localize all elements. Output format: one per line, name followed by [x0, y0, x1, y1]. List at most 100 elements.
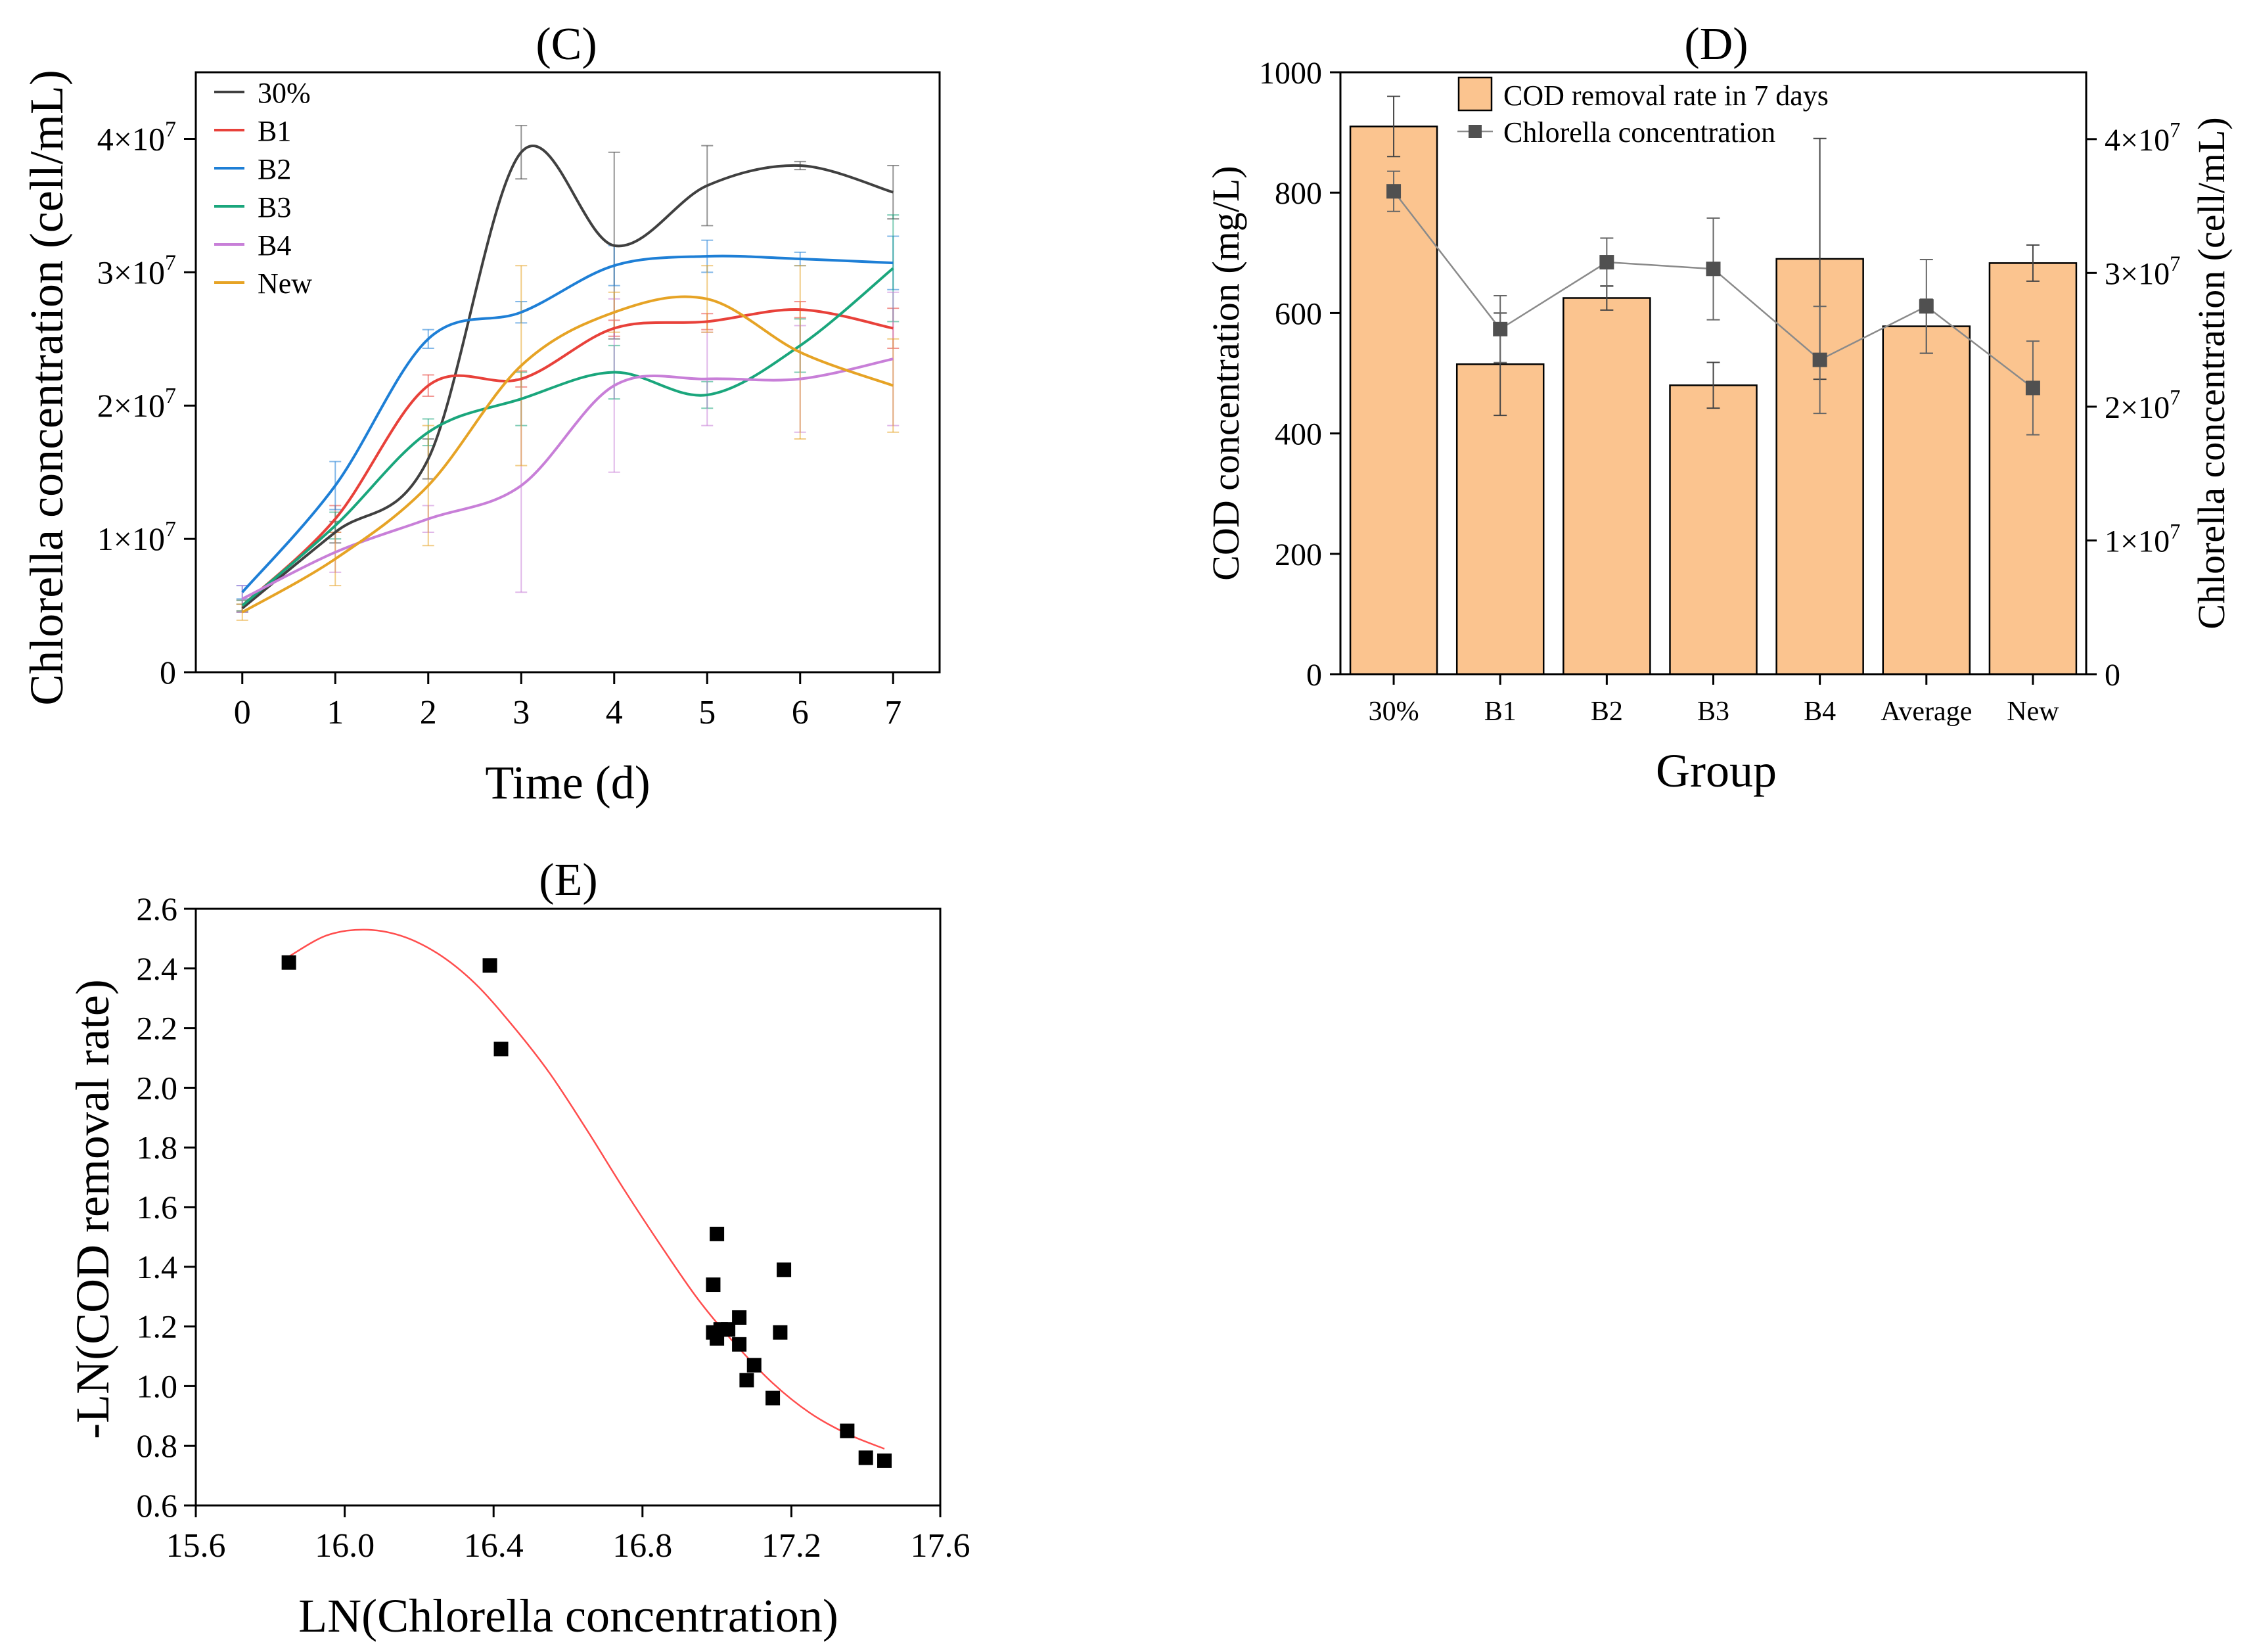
panel-d-bar-30pct — [1349, 126, 1438, 676]
panel-d-x-axis-ticks: 30% B1 B2 B3 B4 Average New — [1369, 674, 2059, 727]
panel-c-line-30pct — [241, 145, 894, 610]
panel-e-plot-frame — [194, 907, 942, 1507]
panel-d-chlorella-marker — [1706, 262, 1721, 277]
panel-d-x-tick-label: B1 — [1484, 697, 1517, 727]
panel-e-data-point — [777, 1262, 792, 1277]
panel-c-x-tick-label: 1 — [327, 694, 344, 731]
panel-c-y-tick-label: 4×107 — [97, 117, 176, 157]
panel-d-left-y-axis-ticks: 0 200 400 600 800 1000 — [1259, 56, 1340, 693]
panel-c-legend-label: B4 — [258, 229, 291, 262]
panel-e-data-point — [281, 955, 296, 970]
panel-c-x-tick-label: 0 — [234, 694, 251, 731]
panel-c-line-new — [241, 295, 894, 614]
panel-e-x-tick-label: 16.8 — [612, 1527, 672, 1565]
panel-e-fit-curve — [288, 929, 885, 1450]
panel-e-y-tick-label: 2.6 — [137, 890, 178, 927]
panel-d-right-tick-label: 1×107 — [2105, 520, 2180, 559]
panel-e-data-point — [773, 1325, 788, 1340]
panel-e-x-tick-label: 17.6 — [911, 1527, 970, 1565]
panel-e-x-tick-label: 15.6 — [166, 1527, 226, 1565]
panel-d-right-y-axis-ticks: 0 1×107 2×107 3×107 4×107 — [2086, 119, 2180, 693]
panel-c-series-lines — [241, 145, 894, 614]
panel-d-chlorella-marker — [2025, 380, 2040, 396]
panel-e-y-axis-ticks: 0.6 0.8 1.0 1.2 1.4 1.6 1.8 2.0 2.2 2.4 2.6 — [137, 890, 196, 1524]
panel-e-data-point — [493, 1042, 509, 1057]
panel-e-y-tick-label: 1.2 — [137, 1308, 178, 1345]
panel-e-y-tick-label: 1.0 — [137, 1367, 178, 1404]
panel-d-left-y-axis-label: COD concentration (mg/L) — [1204, 166, 1247, 580]
panel-d-chlorella-marker — [1812, 352, 1827, 367]
panel-e-y-tick-label: 2.0 — [137, 1069, 178, 1106]
panel-d-legend-bar-swatch — [1457, 76, 1493, 112]
panel-e-x-axis-ticks: 15.6 16.0 16.4 16.8 17.2 17.6 — [166, 1505, 970, 1565]
panel-c-line-b4 — [241, 357, 894, 601]
panel-e-x-tick-label: 17.2 — [762, 1527, 821, 1565]
panel-e-y-tick-label: 2.4 — [137, 950, 178, 987]
panel-d-x-tick-label: New — [2007, 697, 2059, 727]
panel-e-data-point — [840, 1423, 855, 1438]
panel-d-right-tick-label: 4×107 — [2105, 119, 2180, 158]
panel-d-chlorella-marker — [1599, 255, 1614, 270]
panel-c-x-tick-label: 7 — [884, 694, 901, 731]
panel-e-x-tick-label: 16.0 — [315, 1527, 375, 1565]
panel-d-left-tick-label: 400 — [1275, 417, 1322, 452]
panel-d-x-tick-label: B4 — [1804, 697, 1836, 727]
panel-e-x-axis-label: LN(Chlorella concentration) — [298, 1590, 838, 1642]
panel-d-x-tick-label: B3 — [1697, 697, 1729, 727]
panel-d-bars — [1349, 95, 2078, 676]
panel-e-data-point — [721, 1322, 736, 1337]
panel-c-x-axis-label: Time (d) — [485, 756, 650, 809]
panel-e-title: (E) — [539, 855, 597, 906]
panel-e-scatter-chart: (E) 15.6 16.0 16.4 16.8 17.2 17.6 0.6 0.8 1.0 1.… — [66, 855, 970, 1642]
panel-d-bar-b2 — [1563, 297, 1651, 676]
panel-e-y-tick-label: 1.4 — [137, 1249, 178, 1285]
panel-d-x-tick-label: 30% — [1369, 697, 1419, 727]
panel-d-x-tick-label: B2 — [1591, 697, 1623, 727]
panel-d-legend: COD removal rate in 7 days Chlorella conc… — [1457, 76, 1829, 149]
panel-d-chlorella-marker — [1493, 321, 1508, 336]
panel-d-right-tick-label: 0 — [2105, 658, 2120, 693]
panel-c-legend-label: 30% — [258, 77, 311, 109]
panel-d-left-tick-label: 1000 — [1259, 56, 1322, 91]
panel-d-bar-chart: (D) 30% B1 B2 B3 B4 Average New 0 200 400 600 800 1… — [1204, 19, 2233, 797]
panel-c-y-tick-label: 0 — [160, 654, 176, 691]
panel-c-error-bars — [236, 125, 900, 621]
panel-e-y-tick-label: 1.6 — [137, 1189, 178, 1226]
panel-e-y-axis-label: -LN(COD removal rate) — [66, 979, 119, 1439]
panel-d-bar-new — [1988, 262, 2078, 676]
panel-d-left-tick-label: 200 — [1275, 538, 1322, 572]
panel-c-legend-label: B1 — [258, 115, 291, 147]
panel-c-x-tick-label: 3 — [513, 694, 530, 731]
panel-d-legend-line-marker — [1469, 125, 1482, 138]
panel-d-x-tick-label: Average — [1881, 697, 1972, 727]
panel-c-y-tick-label: 3×107 — [97, 250, 176, 290]
panel-e-points — [281, 955, 892, 1468]
panel-c-line-b2 — [241, 254, 894, 593]
panel-d-chlorella-marker — [1386, 184, 1402, 199]
panel-c-x-tick-label: 4 — [606, 694, 623, 731]
panel-e-y-tick-label: 0.6 — [137, 1487, 178, 1524]
panel-e-data-point — [710, 1226, 725, 1241]
panel-e-data-point — [739, 1373, 754, 1388]
panel-d-right-tick-label: 3×107 — [2105, 252, 2180, 291]
panel-c-y-tick-label: 2×107 — [97, 384, 176, 424]
panel-d-right-tick-label: 2×107 — [2105, 386, 2180, 425]
panel-c-legend-label: New — [258, 267, 312, 300]
panel-c-line-chart: (C) 0 1 2 3 4 5 6 7 0 1×107 2×107 3×107 4×107 30% B1… — [20, 19, 941, 809]
panel-c-legend-label: B2 — [258, 153, 291, 185]
panel-e-y-tick-label: 1.8 — [137, 1129, 178, 1166]
panel-d-x-axis-label: Group — [1656, 745, 1777, 797]
panel-d-legend-bar-label: COD removal rate in 7 days — [1503, 80, 1829, 112]
panel-d-left-tick-label: 600 — [1275, 296, 1322, 331]
panel-c-line-b3 — [241, 267, 894, 607]
panel-d-chlorella-line — [1386, 170, 2040, 436]
panel-c-y-tick-label: 1×107 — [97, 517, 176, 557]
panel-c-y-axis-ticks: 0 1×107 2×107 3×107 4×107 — [97, 117, 196, 691]
panel-e-data-point — [706, 1277, 721, 1293]
panel-c-legend: 30% B1 B2 B3 B4 New — [214, 77, 312, 300]
panel-e-fit-line — [288, 929, 885, 1450]
panel-e-data-point — [765, 1390, 781, 1406]
panel-d-left-tick-label: 0 — [1306, 658, 1322, 693]
panel-d-legend-line-label: Chlorella concentration — [1503, 116, 1775, 149]
